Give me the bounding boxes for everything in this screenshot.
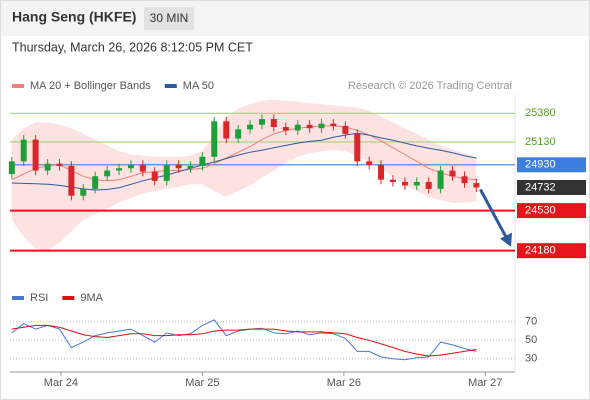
candle-body [473, 183, 480, 188]
legend-swatch [12, 84, 24, 88]
level-box [517, 179, 586, 195]
x-tick-label: Mar 25 [185, 377, 219, 389]
candle-body [342, 125, 349, 134]
timestamp: Thursday, March 26, 2026 8:12:05 PM CET [12, 40, 253, 54]
candle-body [223, 121, 230, 139]
x-tick-label: Mar 26 [327, 377, 361, 389]
candle-body [401, 181, 408, 186]
candle-body [282, 127, 289, 131]
legend-swatch [12, 296, 24, 300]
x-tick-label: Mar 24 [44, 377, 78, 389]
rsi-line [11, 324, 477, 357]
legend-label: 9MA [80, 292, 103, 304]
candle-body [163, 164, 170, 181]
candle-body [116, 168, 123, 171]
candle-body [8, 161, 15, 174]
candle-body [139, 164, 146, 172]
level-box [517, 157, 586, 173]
legend-swatch [164, 84, 177, 88]
legend-label: MA 20 + Bollinger Bands [30, 80, 151, 92]
candle-body [104, 170, 111, 177]
candle-body [247, 124, 254, 130]
forecast-arrow [479, 188, 510, 242]
candle-body [127, 164, 134, 169]
candle-body [44, 163, 51, 171]
level-label: 25380 [525, 107, 556, 119]
candle-body [32, 139, 39, 171]
candle-body [318, 123, 325, 129]
candle-body [258, 119, 265, 125]
forecast-arrowhead [500, 232, 512, 247]
candle-body [378, 164, 385, 180]
title: Hang Seng (HKFE) [12, 9, 136, 25]
candle-body [235, 129, 242, 139]
interval[interactable]: 30 MIN [150, 11, 189, 25]
candle-body [187, 165, 194, 169]
y-tick-label: 70 [525, 316, 537, 328]
interval-button[interactable] [144, 7, 194, 30]
candle-body [449, 170, 456, 177]
candle-body [461, 176, 468, 184]
y-tick-label: 50 [525, 334, 537, 346]
legend-swatch [62, 296, 75, 300]
candle-body [294, 124, 301, 131]
y-tick-label: 30 [525, 353, 537, 365]
candle-body [413, 181, 420, 186]
header-bar [1, 1, 589, 36]
candle-body [151, 171, 158, 181]
candle-body [20, 139, 27, 162]
candle-body [330, 123, 337, 126]
level-box [517, 243, 586, 259]
level-label: 24530 [525, 205, 556, 217]
candle-body [56, 163, 63, 166]
level-label: 24732 [525, 181, 556, 193]
level-label: 24180 [525, 245, 556, 257]
candle-body [306, 124, 313, 129]
x-tick-label: Mar 27 [468, 377, 502, 389]
candle-body [425, 181, 432, 189]
legend-label: MA 50 [183, 80, 214, 92]
ma-line [11, 125, 477, 182]
legend-label: RSI [30, 292, 48, 304]
candle-body [270, 119, 277, 128]
candle-body [366, 161, 373, 165]
candle-body [199, 156, 206, 166]
candle-body [68, 165, 75, 196]
level-box [517, 203, 586, 219]
candle-body [80, 188, 87, 196]
candle-body [92, 176, 99, 189]
ma-line [11, 132, 477, 191]
candle-body [437, 170, 444, 189]
candle-body [389, 179, 396, 182]
level-label: 25130 [525, 136, 556, 148]
credit: Research © 2026 Trading Central [348, 80, 512, 92]
candle-body [354, 133, 361, 162]
level-label: 24930 [525, 159, 556, 171]
candle-body [175, 164, 182, 169]
candle-body [211, 121, 218, 157]
